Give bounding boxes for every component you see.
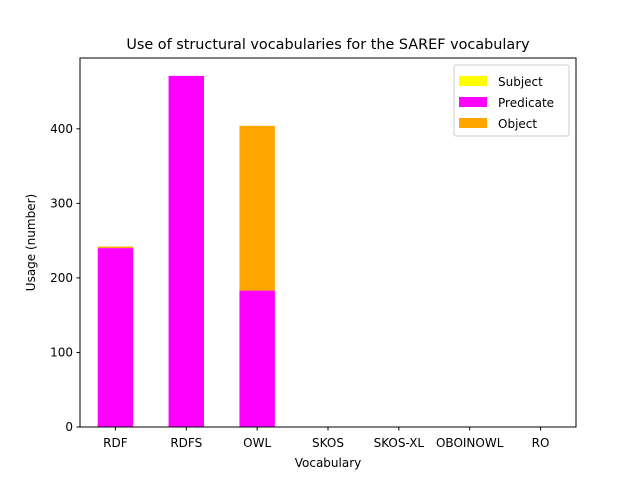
legend-label-predicate: Predicate [498,96,554,110]
bars-layer [97,75,275,428]
legend-swatch-predicate [459,97,487,107]
legend-label-subject: Subject [498,75,543,89]
legend-swatch-object [459,118,487,128]
bar-predicate-owl [239,290,275,427]
x-tick-label-skos: SKOS [312,436,344,450]
x-axis-label: Vocabulary [295,456,362,470]
x-tick-label-rdf: RDF [103,436,128,450]
x-tick-label-owl: OWL [243,436,271,450]
x-tick-label-oboinowl: OBOINOWL [436,436,504,450]
legend-label-object: Object [498,117,537,131]
x-tick-label-rdfs: RDFS [170,436,202,450]
plot-frame [79,57,577,428]
bar-object-rdf [97,246,134,249]
y-tick-label: 400 [50,122,73,136]
x-tick-label-ro: RO [532,436,550,450]
y-axis: 0 100 200 300 400 [50,122,80,434]
legend: Subject Predicate Object [453,64,570,137]
y-tick-label: 300 [50,196,73,210]
x-axis: RDF RDFS OWL SKOS SKOS-XL OBOINOWL RO [103,427,549,450]
bar-object-owl [239,125,275,291]
bar-predicate-rdf [97,248,134,427]
y-tick-label: 0 [65,420,73,434]
chart-title: Use of structural vocabularies for the S… [126,37,530,53]
bar-predicate-rdfs [168,75,204,428]
y-tick-label: 200 [50,271,73,285]
y-tick-label: 100 [50,345,73,359]
x-tick-label-skos-xl: SKOS-XL [374,436,425,450]
y-axis-label: Usage (number) [24,194,38,291]
legend-swatch-subject [459,76,487,86]
